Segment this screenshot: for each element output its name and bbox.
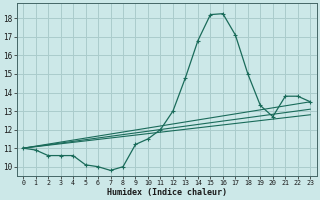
X-axis label: Humidex (Indice chaleur): Humidex (Indice chaleur)	[107, 188, 227, 197]
